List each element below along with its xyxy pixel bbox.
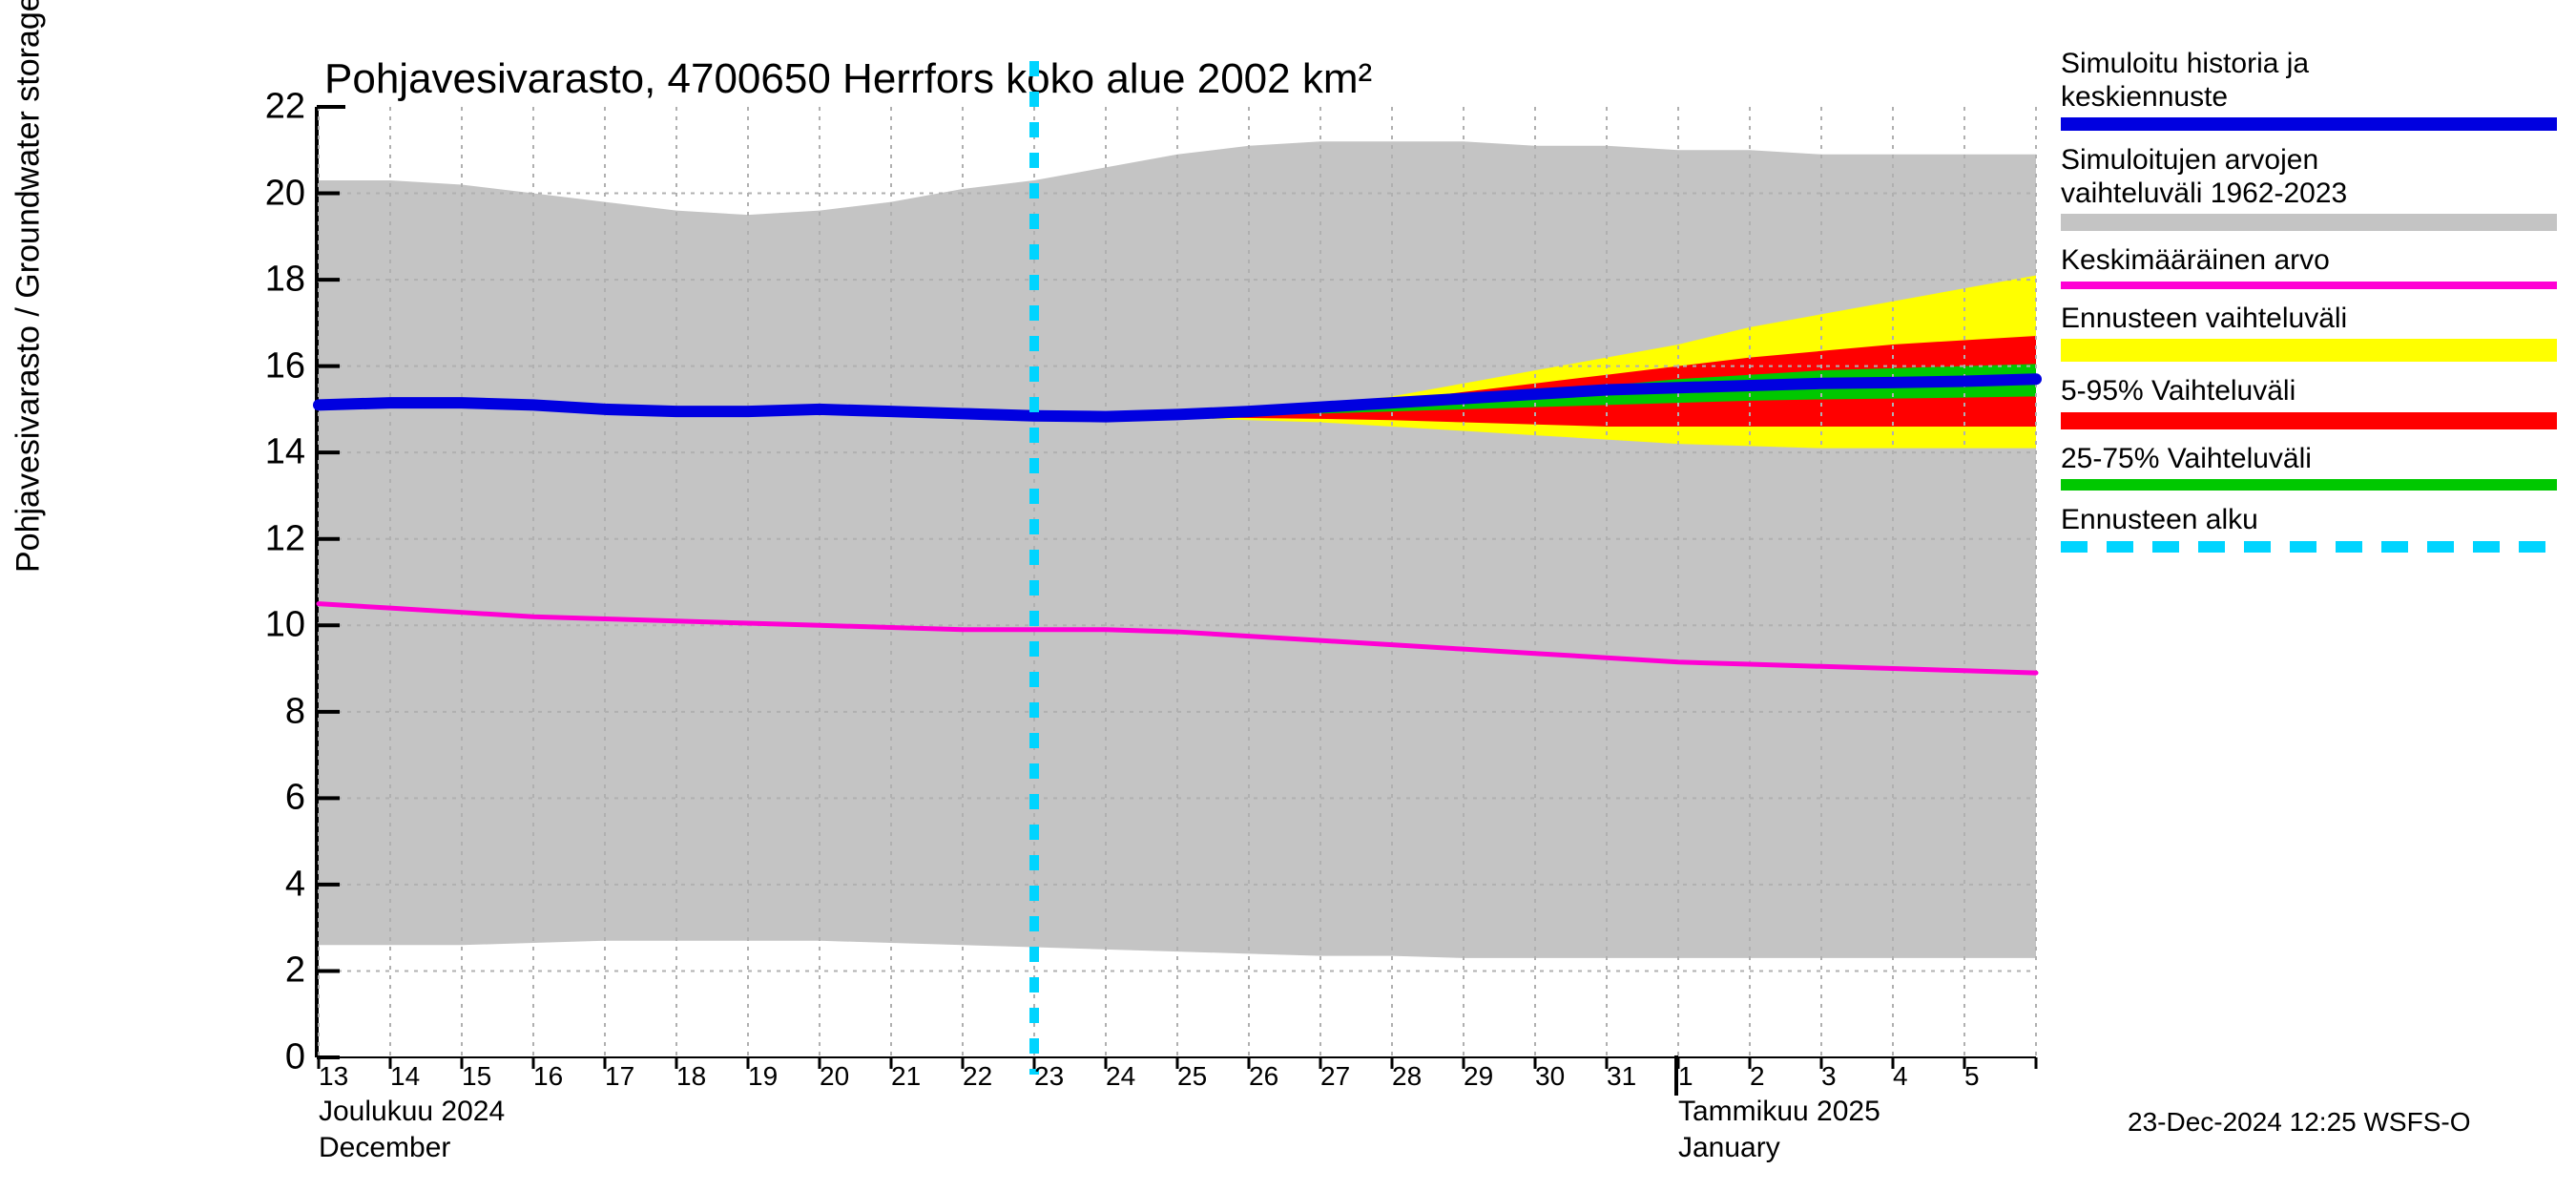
- x-tick-label: 18: [676, 1061, 706, 1092]
- legend-swatch: [2061, 282, 2557, 289]
- y-tick-label: 18: [210, 260, 305, 301]
- y-axis-label: Pohjavesivarasto / Groundwater storage m…: [10, 0, 48, 573]
- x-month-right-1: Tammikuu 2025: [1678, 1096, 1880, 1128]
- x-tick-label: 4: [1893, 1061, 1908, 1092]
- y-tick-label: 0: [210, 1037, 305, 1078]
- x-tick-label: 17: [605, 1061, 634, 1092]
- legend-text: Simuloitu historia ja: [2061, 48, 2557, 81]
- x-tick-label: 21: [891, 1061, 921, 1092]
- x-tick-label: 31: [1607, 1061, 1636, 1092]
- plot-area: [315, 107, 2036, 1057]
- y-tick-label: 16: [210, 345, 305, 387]
- x-tick-label: 25: [1177, 1061, 1207, 1092]
- legend-swatch: [2061, 412, 2557, 429]
- legend-text: Simuloitujen arvojen: [2061, 144, 2557, 178]
- legend-item: 25-75% Vaihteluväli: [2061, 443, 2557, 491]
- y-tick-label: 20: [210, 173, 305, 214]
- x-month-left-2: December: [319, 1132, 450, 1164]
- legend-swatch: [2061, 541, 2557, 553]
- x-tick-label: 29: [1464, 1061, 1493, 1092]
- x-tick-label: 2: [1750, 1061, 1765, 1092]
- legend-text: Ennusteen alku: [2061, 504, 2557, 537]
- y-tick-label: 12: [210, 518, 305, 559]
- legend-text: 5-95% Vaihteluväli: [2061, 375, 2557, 408]
- chart-title: Pohjavesivarasto, 4700650 Herrfors koko …: [324, 55, 1372, 103]
- legend-swatch: [2061, 479, 2557, 491]
- x-tick-label: 14: [390, 1061, 420, 1092]
- legend-text: Ennusteen vaihteluväli: [2061, 303, 2557, 336]
- x-tick-label: 24: [1106, 1061, 1135, 1092]
- legend-text: 25-75% Vaihteluväli: [2061, 443, 2557, 476]
- footer-timestamp: 23-Dec-2024 12:25 WSFS-O: [2128, 1107, 2471, 1138]
- legend-text: keskiennuste: [2061, 81, 2557, 115]
- legend-swatch: [2061, 117, 2557, 131]
- x-axis: 1314151617181920212223242526272829303112…: [315, 1057, 2032, 1191]
- legend-item: Keskimääräinen arvo: [2061, 244, 2557, 289]
- y-tick-label: 2: [210, 951, 305, 992]
- legend-item: Simuloitu historia jakeskiennuste: [2061, 48, 2557, 131]
- y-tick-label: 8: [210, 691, 305, 732]
- legend-swatch: [2061, 214, 2557, 231]
- x-tick-label: 3: [1821, 1061, 1837, 1092]
- x-tick-label: 20: [820, 1061, 849, 1092]
- plot-svg: [319, 107, 2036, 1057]
- x-tick-label: 15: [462, 1061, 491, 1092]
- y-tick-label: 4: [210, 864, 305, 905]
- legend-swatch: [2061, 339, 2557, 362]
- x-tick-label: 5: [1964, 1061, 1980, 1092]
- chart-container: Pohjavesivarasto / Groundwater storage m…: [0, 0, 2576, 1145]
- y-tick-label: 14: [210, 432, 305, 473]
- y-tick-label: 22: [210, 87, 305, 128]
- x-tick-label: 16: [533, 1061, 563, 1092]
- x-tick-label: 19: [748, 1061, 778, 1092]
- x-tick-label: 1: [1678, 1061, 1693, 1092]
- x-tick-label: 28: [1392, 1061, 1422, 1092]
- x-tick-label: 30: [1535, 1061, 1565, 1092]
- legend-item: Simuloitujen arvojenvaihteluväli 1962-20…: [2061, 144, 2557, 231]
- x-tick-label: 13: [319, 1061, 348, 1092]
- legend-item: Ennusteen alku: [2061, 504, 2557, 553]
- legend: Simuloitu historia jakeskiennusteSimuloi…: [2061, 48, 2557, 566]
- x-tick-label: 23: [1034, 1061, 1064, 1092]
- x-tick-label: 26: [1249, 1061, 1278, 1092]
- y-tick-label: 10: [210, 605, 305, 646]
- x-month-left-1: Joulukuu 2024: [319, 1096, 505, 1128]
- x-month-right-2: January: [1678, 1132, 1780, 1164]
- legend-text: vaihteluväli 1962-2023: [2061, 178, 2557, 211]
- x-tick-label: 27: [1320, 1061, 1350, 1092]
- y-tick-label: 6: [210, 778, 305, 819]
- legend-item: 5-95% Vaihteluväli: [2061, 375, 2557, 429]
- legend-text: Keskimääräinen arvo: [2061, 244, 2557, 278]
- legend-item: Ennusteen vaihteluväli: [2061, 303, 2557, 363]
- x-tick-label: 22: [963, 1061, 992, 1092]
